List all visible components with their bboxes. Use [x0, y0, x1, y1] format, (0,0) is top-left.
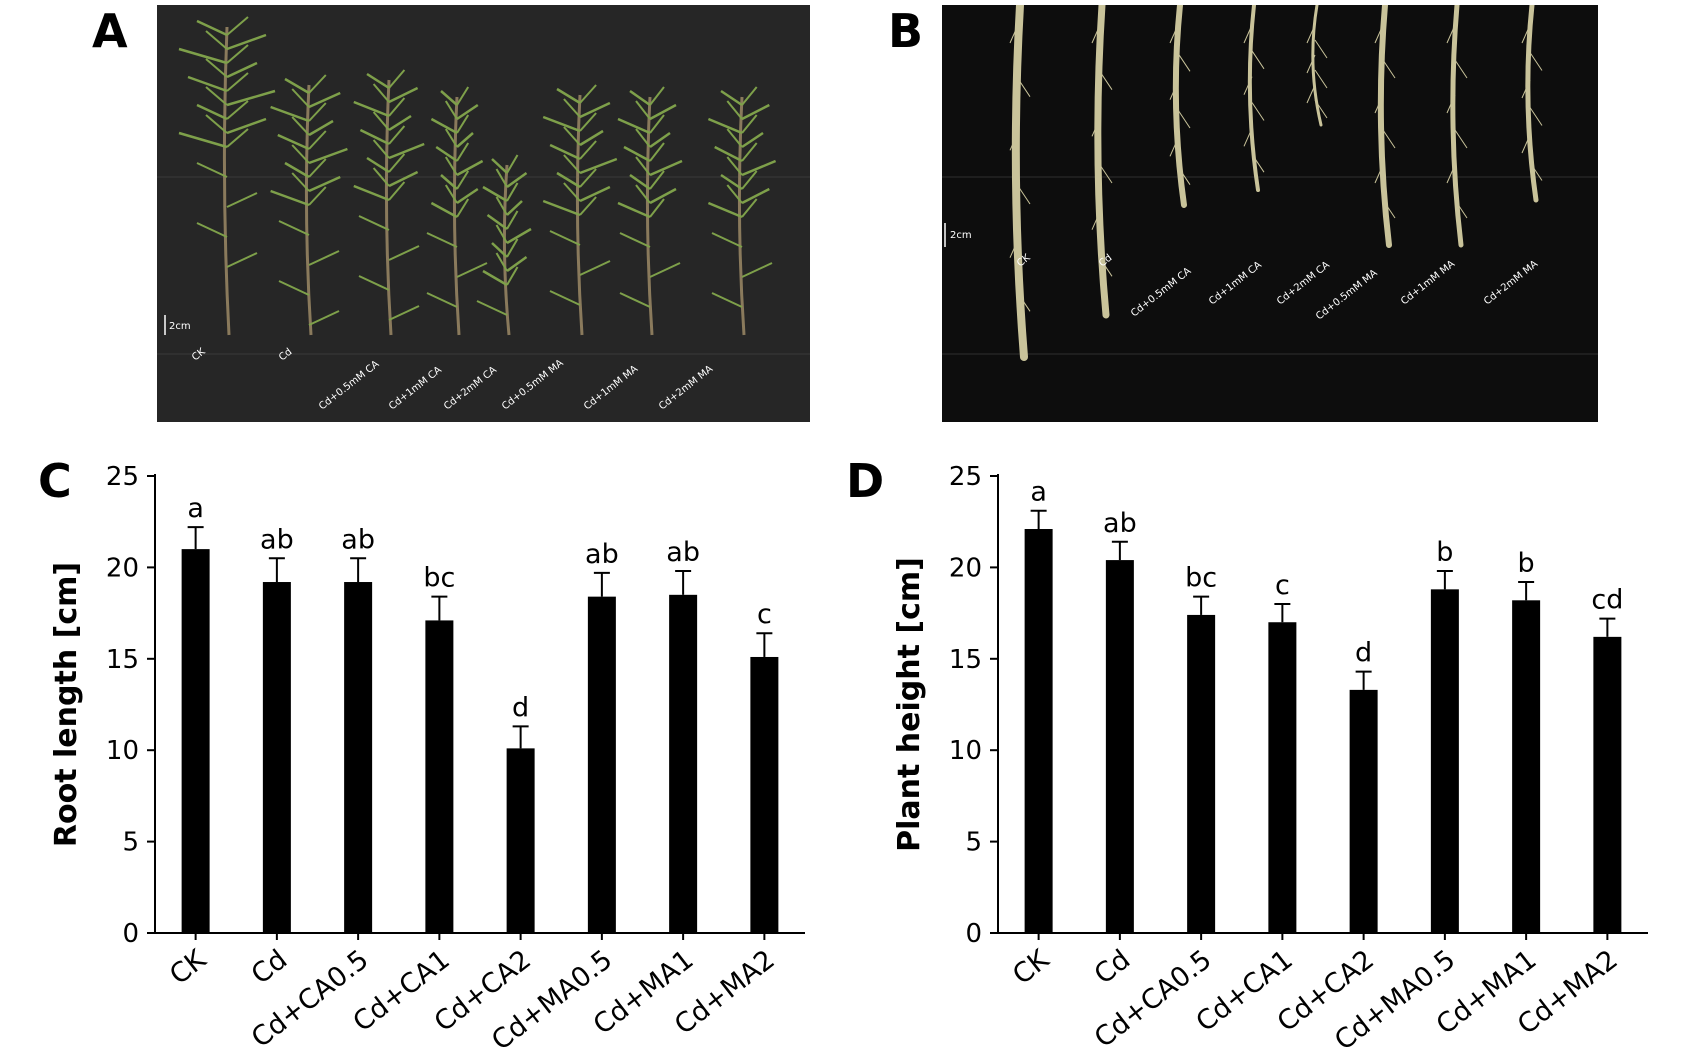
plant-height-bar: [1268, 622, 1297, 933]
plant-height-bar: [1430, 589, 1459, 933]
root-plant: [1521, 5, 1543, 203]
panel-letter-c: C: [38, 454, 72, 508]
root-length-y-tick-label: 15: [106, 645, 139, 675]
shoot-photo: CK Cd Cd+0.5mM CA Cd+1mM CA Cd+2mM CA Cd+0.5m…: [157, 5, 810, 422]
plant-height-y-tick-label: 15: [949, 645, 982, 675]
root-plant: [1306, 5, 1328, 127]
root-length-bar: [587, 596, 616, 933]
plant-height-category-label: CK: [1007, 943, 1056, 991]
plant-height-y-tick-label: 20: [949, 553, 982, 583]
plant-height-y-axis-label: Plant height [cm]: [892, 557, 927, 852]
root-photo-background: [942, 5, 1598, 422]
plant-height-significance-label: b: [1518, 548, 1535, 579]
panel-letter-a: A: [92, 4, 128, 58]
root-length-significance-label: ab: [341, 524, 375, 555]
plant-height-bar: [1593, 636, 1622, 933]
root-length-significance-label: ab: [585, 539, 619, 570]
shoot-plant: [270, 74, 348, 336]
root-length-y-tick-label: 0: [122, 919, 139, 949]
shoot-plant: [476, 154, 532, 336]
plant-height-significance-label: d: [1355, 638, 1372, 669]
root-length-bar: [669, 594, 698, 933]
root-length-bar: [425, 620, 454, 933]
shoot-photo-background: [157, 5, 810, 422]
plant-height-significance-label: cd: [1591, 585, 1623, 616]
plant-height-y-tick-label: 10: [949, 736, 982, 766]
plant-height-y-tick-label: 0: [965, 919, 982, 949]
root-length-significance-label: bc: [423, 563, 455, 594]
root-length-bar: [344, 582, 373, 933]
shoot-plant: [178, 16, 276, 336]
root-length-y-tick-label: 20: [106, 553, 139, 583]
shoot-plant: [617, 86, 683, 336]
shoot-plant: [353, 69, 425, 336]
panel-letter-d: D: [846, 454, 885, 508]
plant-height-significance-label: bc: [1185, 563, 1217, 594]
plant-height-significance-label: a: [1030, 477, 1047, 508]
root-plant: [1374, 5, 1396, 248]
root-length-y-tick-label: 10: [106, 736, 139, 766]
root-length-significance-label: c: [757, 599, 772, 630]
root-length-significance-label: ab: [260, 524, 294, 555]
plant-height-y-tick-label: 5: [965, 828, 982, 858]
plant-height-significance-label: b: [1436, 537, 1453, 568]
root-length-bar: [181, 549, 210, 933]
plant-height-chart: 0 5 10 15 20 25 Plant height [cm] a CK ab Cd bc Cd+C…: [843, 440, 1686, 1052]
shoot-plant: [707, 86, 777, 336]
root-length-category-label: Cd: [246, 944, 293, 991]
root-photo: CK Cd Cd+0.5mM CA Cd+1mM CA Cd+2mM CA Cd+0.5m…: [942, 5, 1598, 422]
root-plant: [1446, 5, 1468, 248]
root-length-y-tick-label: 5: [122, 828, 139, 858]
plant-height-y-tick-label: 25: [949, 462, 982, 492]
root-length-category-label: CK: [164, 943, 213, 991]
root-plant: [1243, 5, 1265, 192]
plant-height-bar: [1187, 614, 1216, 933]
root-length-bar: [506, 748, 535, 933]
root-length-significance-label: ab: [666, 537, 700, 568]
shoot-plant: [542, 84, 618, 336]
root-photo-scale-label: 2cm: [950, 230, 972, 241]
root-plant: [1091, 5, 1113, 319]
root-length-significance-label: d: [512, 692, 529, 723]
shoot-photo-scale-label: 2cm: [169, 321, 191, 332]
panel-letter-b: B: [888, 4, 924, 58]
root-plant: [1169, 5, 1191, 208]
root-length-bar: [750, 656, 779, 933]
shoot-plant: [426, 86, 488, 336]
plant-height-bar: [1512, 600, 1541, 933]
root-plant: [1009, 5, 1031, 361]
plant-height-bar: [1024, 529, 1053, 933]
plant-height-category-label: Cd: [1089, 944, 1136, 991]
root-length-y-axis-label: Root length [cm]: [49, 562, 84, 847]
root-length-significance-label: a: [187, 493, 204, 524]
plant-height-significance-label: c: [1275, 570, 1290, 601]
plant-height-bar: [1105, 560, 1134, 933]
plant-height-bar: [1349, 689, 1378, 933]
root-length-bar: [262, 582, 291, 933]
plant-height-significance-label: ab: [1103, 508, 1137, 539]
root-length-y-tick-label: 25: [106, 462, 139, 492]
root-length-chart: 0 5 10 15 20 25 Root length [cm] a CK ab Cd ab Cd+CA…: [0, 440, 843, 1052]
